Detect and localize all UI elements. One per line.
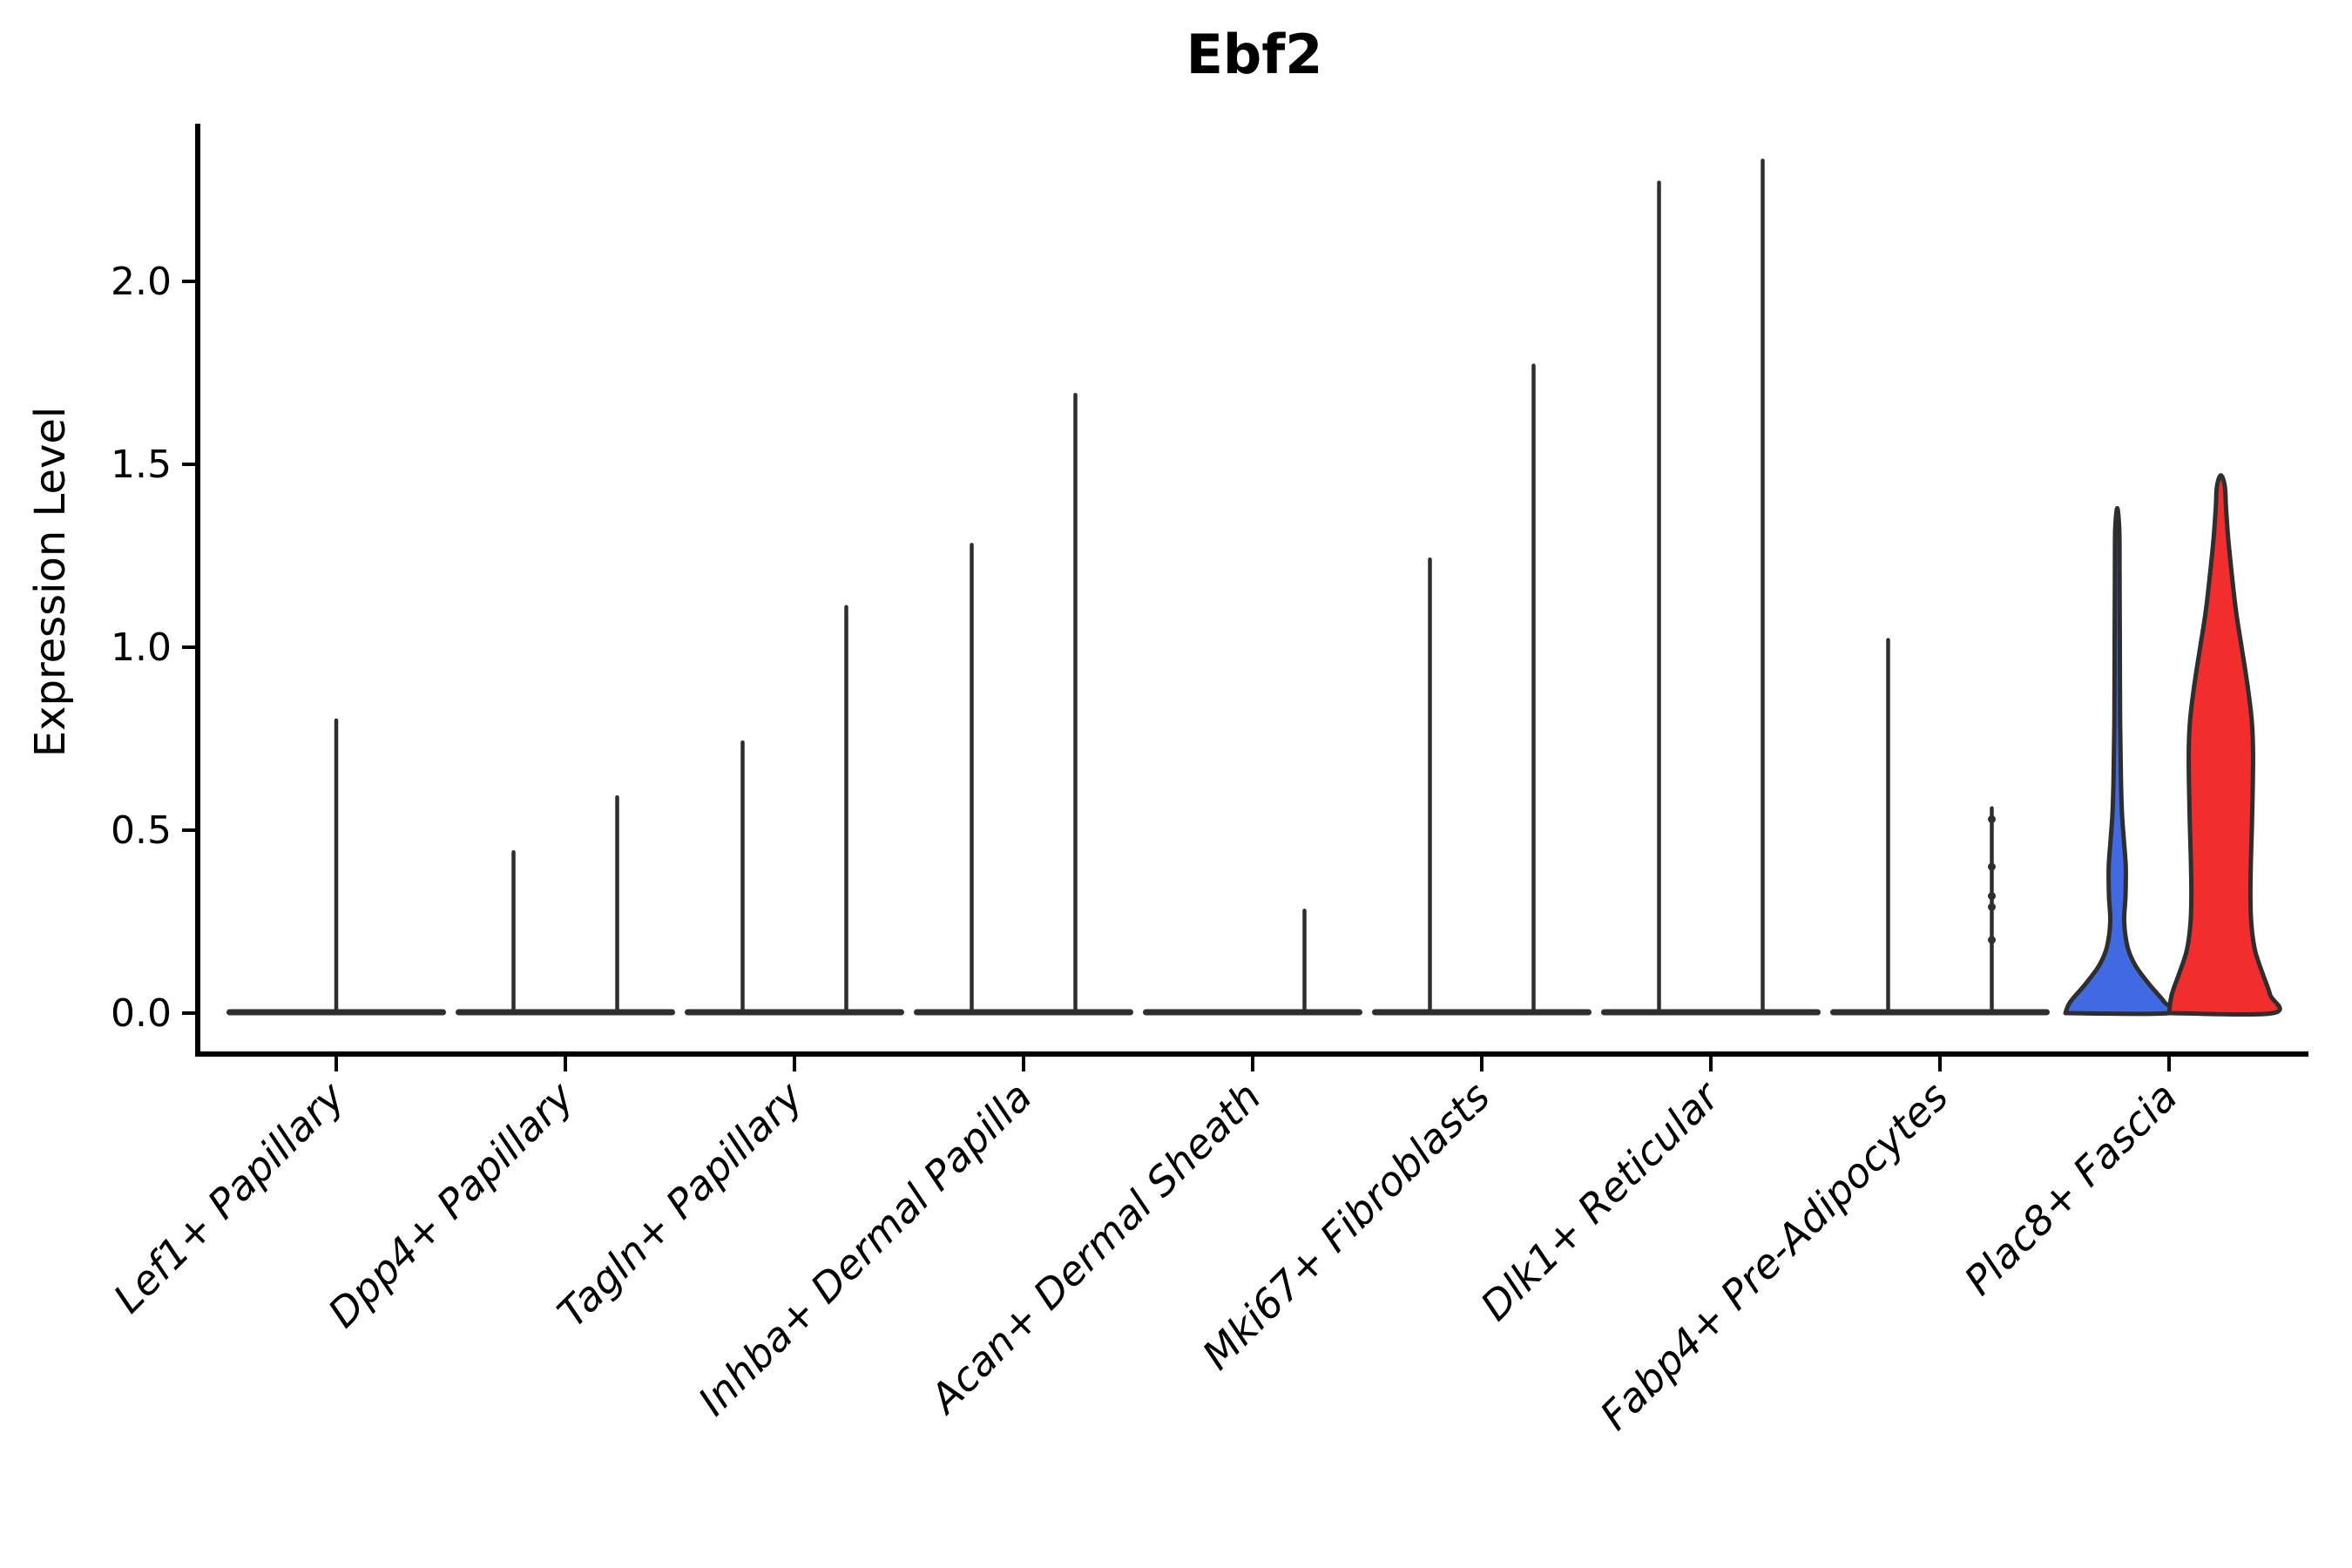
expression-dot: [1988, 902, 1996, 911]
y-tick-label: 1.5: [111, 443, 172, 487]
expression-dot: [1988, 936, 1996, 944]
y-tick-label: 0.0: [111, 991, 172, 1036]
expression-dot: [1988, 862, 1996, 871]
expression-dot: [1988, 892, 1996, 901]
y-tick-label: 2.0: [111, 260, 172, 304]
y-tick-label: 1.0: [111, 625, 172, 670]
violin-body-red: [2166, 473, 2282, 1017]
y-tick-label: 0.5: [111, 808, 172, 853]
x-tick-label-7: Dlk1+ Reticular: [1471, 1071, 1730, 1329]
violins-layer: [226, 159, 2282, 1017]
x-tick-label-2: Dpp4+ Papillary: [319, 1072, 583, 1336]
chart-title: Ebf2: [1186, 23, 1323, 86]
x-tick-label-1: Lef1+ Papillary: [105, 1072, 354, 1321]
expression-dot: [1988, 814, 1996, 823]
violin-body-blue: [2063, 505, 2179, 1017]
x-tick-label-3: Tagln+ Papillary: [548, 1072, 812, 1336]
x-tick-label-9: Plac8+ Fascia: [1955, 1073, 2186, 1304]
